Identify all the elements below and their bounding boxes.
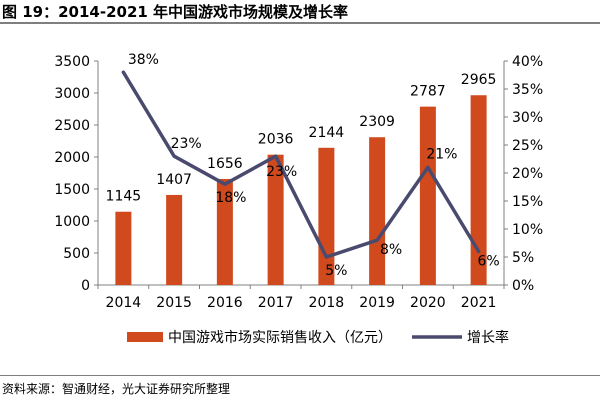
legend-line-label: 增长率 [467,329,509,346]
y-right-tick-label: 20% [512,166,543,182]
line-value-label: 5% [325,263,347,279]
y-left-tick-label: 2000 [54,150,90,166]
y-left-tick-label: 2500 [54,118,90,134]
y-left-tick-label: 1000 [54,214,90,230]
x-tick-label: 2014 [106,295,142,311]
chart-title: 图 19：2014-2021 年中国游戏市场规模及增长率 [2,3,349,21]
x-tick-label: 2018 [309,295,345,311]
bar-value-label: 1407 [156,172,192,188]
y-right-tick-label: 0% [512,278,534,294]
line-value-label: 21% [426,146,457,162]
line-value-label: 38% [128,52,159,68]
line-value-label: 23% [266,164,297,180]
line-value-label: 18% [215,190,246,206]
bar-value-label: 2309 [359,114,395,130]
y-left-tick-label: 0 [81,278,90,294]
x-tick-label: 2015 [156,295,192,311]
legend-bar-swatch [127,332,163,342]
line-value-label: 23% [171,136,202,152]
source-divider [0,375,600,376]
y-right-tick-label: 5% [512,250,534,266]
bar-value-label: 2965 [461,72,497,88]
y-right-tick-label: 15% [512,194,543,210]
y-right-tick-label: 35% [512,82,543,98]
x-tick-label: 2019 [359,295,395,311]
bar [470,95,487,286]
line-value-label: 6% [478,253,500,269]
bar-value-label: 1145 [106,189,142,205]
line-value-label: 8% [380,242,402,258]
bar [166,194,183,285]
legend-bar-label: 中国游戏市场实际销售收入（亿元） [168,329,392,346]
y-right-tick-label: 10% [512,222,543,238]
y-right-tick-label: 40% [512,54,543,70]
y-left-tick-label: 1500 [54,182,90,198]
bar-value-label: 2144 [309,125,345,141]
bar [369,137,386,285]
bar [216,179,233,285]
y-right-tick-label: 25% [512,138,543,154]
bar [267,154,284,285]
bar [419,106,436,285]
bar [115,211,132,285]
source-note: 资料来源：智通财经，光大证券研究所整理 [2,382,231,396]
y-left-tick-label: 3500 [54,54,90,70]
bar-value-label: 2036 [258,132,294,148]
y-left-tick-label: 3000 [54,86,90,102]
x-tick-label: 2021 [461,295,497,311]
y-right-tick-label: 30% [512,110,543,126]
bar-value-label: 1656 [207,156,243,172]
y-left-tick-label: 500 [63,246,90,262]
x-tick-label: 2020 [410,295,446,311]
growth-line [121,70,481,259]
x-tick-label: 2017 [258,295,294,311]
title-divider [0,22,600,24]
x-tick-label: 2016 [207,295,243,311]
bar-value-label: 2787 [410,84,446,100]
